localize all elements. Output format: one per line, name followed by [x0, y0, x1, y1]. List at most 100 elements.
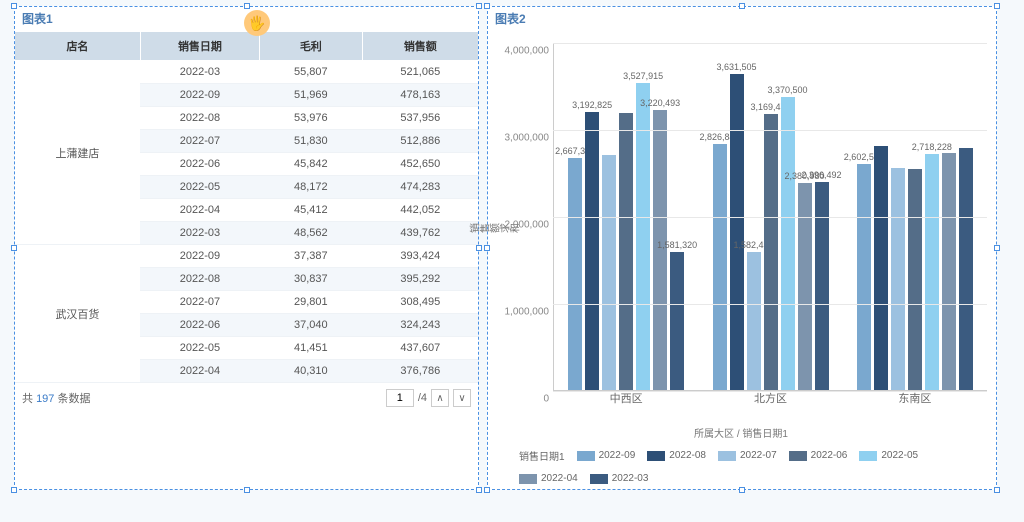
table-cell: 376,786: [362, 360, 478, 383]
bar[interactable]: 3,370,500: [781, 97, 795, 390]
legend-item[interactable]: 2022-08: [647, 450, 706, 461]
x-tick-label: 东南区: [898, 390, 931, 406]
bar[interactable]: 2,826,845: [713, 144, 727, 390]
store-name-cell: 上蒲建店: [15, 61, 141, 245]
y-tick-label: 2,000,000: [505, 220, 550, 231]
page-prev-button[interactable]: ∧: [431, 389, 449, 407]
bar[interactable]: [602, 155, 616, 390]
bar[interactable]: 2,396,492: [815, 182, 829, 390]
pager: /4 ∧ ∨: [386, 389, 471, 407]
chart2-panel[interactable]: 图表2 销售额求和 01,000,0002,000,0003,000,0004,…: [487, 6, 997, 490]
bar[interactable]: 1,582,434: [747, 252, 761, 390]
legend-item[interactable]: 2022-09: [577, 450, 636, 461]
legend-item[interactable]: 2022-05: [859, 450, 918, 461]
table-header[interactable]: 销售日期: [140, 32, 259, 61]
bar-chart: 销售额求和 01,000,0002,000,0003,000,0004,000,…: [487, 31, 997, 490]
legend-label: 2022-05: [881, 450, 918, 461]
table-cell: 2022-07: [140, 130, 259, 153]
legend-label: 2022-08: [669, 450, 706, 461]
bar[interactable]: 3,631,505: [730, 74, 744, 390]
x-axis-label: 所属大区 / 销售日期1: [489, 425, 993, 440]
table-cell: 48,172: [260, 176, 363, 199]
table-cell: 537,956: [362, 107, 478, 130]
table-cell: 452,650: [362, 153, 478, 176]
bar[interactable]: [942, 153, 956, 390]
table-cell: 51,830: [260, 130, 363, 153]
table-row[interactable]: 武汉百货2022-0937,387393,424: [15, 245, 479, 268]
legend-swatch: [718, 451, 736, 461]
legend-label: 2022-07: [740, 450, 777, 461]
table-cell: 395,292: [362, 268, 478, 291]
table-cell: 512,886: [362, 130, 478, 153]
table-header[interactable]: 销售额: [362, 32, 478, 61]
store-name-cell: 武汉百货: [15, 245, 141, 383]
grab-cursor-icon: 🖐: [244, 10, 270, 36]
y-tick-label: 0: [543, 394, 549, 405]
table-cell: 2022-04: [140, 360, 259, 383]
table-cell: 439,762: [362, 222, 478, 245]
bar-value-label: 3,370,500: [767, 85, 807, 95]
table-cell: 51,969: [260, 84, 363, 107]
legend-item[interactable]: 2022-03: [590, 473, 649, 484]
y-tick-label: 1,000,000: [505, 307, 550, 318]
chart1-panel[interactable]: 图表1 🖐 店名销售日期毛利销售额 上蒲建店2022-0355,807521,0…: [14, 6, 479, 490]
bar[interactable]: [959, 148, 973, 390]
page-total: /4: [418, 392, 427, 404]
table-cell: 30,837: [260, 268, 363, 291]
legend-label: 2022-04: [541, 473, 578, 484]
table-cell: 29,801: [260, 291, 363, 314]
bar[interactable]: 2,667,321: [568, 158, 582, 390]
bar[interactable]: 2,602,546: [857, 164, 871, 390]
table-header[interactable]: 店名: [15, 32, 141, 61]
table-cell: 2022-08: [140, 268, 259, 291]
table-cell: 2022-09: [140, 245, 259, 268]
table-cell: 37,040: [260, 314, 363, 337]
bar-value-label: 3,220,493: [640, 98, 680, 108]
table-cell: 2022-06: [140, 153, 259, 176]
legend-label: 2022-09: [599, 450, 636, 461]
table-row[interactable]: 上蒲建店2022-0355,807521,065: [15, 61, 479, 84]
footer-prefix: 共: [22, 393, 33, 405]
legend-swatch: [789, 451, 807, 461]
bar[interactable]: [908, 169, 922, 390]
page-next-button[interactable]: ∨: [453, 389, 471, 407]
table-cell: 55,807: [260, 61, 363, 84]
bar[interactable]: 2,380,980: [798, 183, 812, 390]
bar-value-label: 2,718,228: [912, 142, 952, 152]
bar[interactable]: [619, 113, 633, 390]
table-cell: 2022-05: [140, 337, 259, 360]
table-footer: 共 197 条数据 /4 ∧ ∨: [14, 383, 479, 411]
bar-value-label: 3,631,505: [716, 62, 756, 72]
legend-item[interactable]: 2022-06: [789, 450, 848, 461]
bar[interactable]: 3,169,471: [764, 114, 778, 390]
table-cell: 442,052: [362, 199, 478, 222]
y-tick-label: 4,000,000: [505, 46, 550, 57]
bar[interactable]: 1,581,320: [670, 252, 684, 390]
bar[interactable]: 2,718,228: [925, 154, 939, 390]
table-cell: 41,451: [260, 337, 363, 360]
bar-value-label: 1,581,320: [657, 240, 697, 250]
table-cell: 2022-09: [140, 84, 259, 107]
page-input[interactable]: [386, 389, 414, 407]
table-cell: 2022-04: [140, 199, 259, 222]
legend-label: 2022-03: [612, 473, 649, 484]
bar[interactable]: [891, 168, 905, 390]
table-cell: 324,243: [362, 314, 478, 337]
footer-suffix: 条数据: [57, 393, 90, 405]
table-header[interactable]: 毛利: [260, 32, 363, 61]
legend-item[interactable]: 2022-04: [519, 473, 578, 484]
bar[interactable]: [874, 146, 888, 390]
table-cell: 474,283: [362, 176, 478, 199]
legend-swatch: [647, 451, 665, 461]
bar[interactable]: 3,192,825: [585, 112, 599, 390]
table-cell: 48,562: [260, 222, 363, 245]
bar-value-label: 3,527,915: [623, 71, 663, 81]
bar-value-label: 3,192,825: [572, 100, 612, 110]
bar-group: 2,602,546 2,718,228: [857, 146, 973, 390]
table-cell: 2022-08: [140, 107, 259, 130]
table-cell: 2022-05: [140, 176, 259, 199]
legend-item[interactable]: 2022-07: [718, 450, 777, 461]
table-cell: 393,424: [362, 245, 478, 268]
panel2-title: 图表2: [487, 6, 997, 31]
table-cell: 2022-03: [140, 222, 259, 245]
